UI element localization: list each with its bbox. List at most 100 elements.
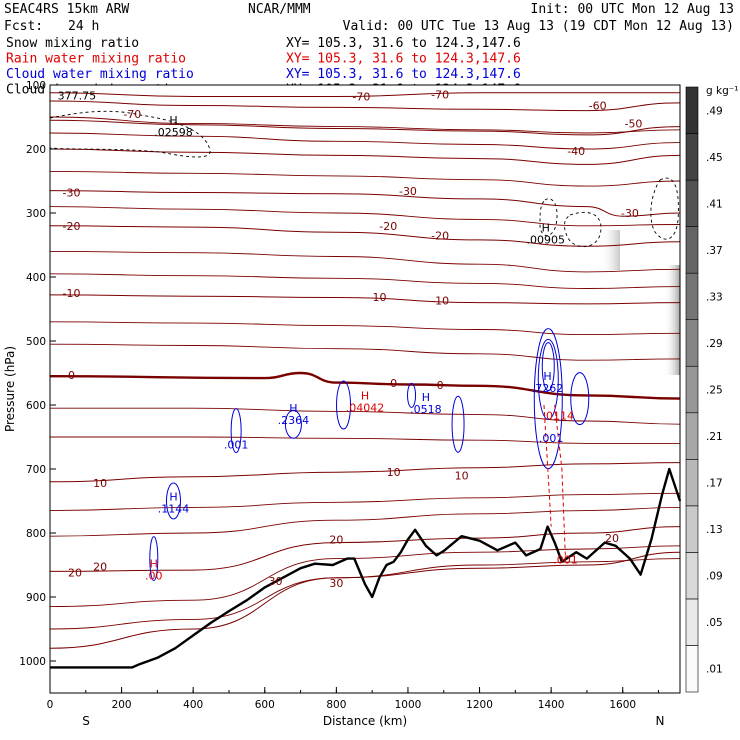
isotherm-label: 10 — [93, 477, 107, 490]
axes: 0 200 400 600 800 1000 1200 1400 160010009008007… — [19, 80, 660, 711]
extremum-value: .04042 — [346, 401, 385, 414]
isotherm-label: -30 — [399, 185, 417, 198]
isotherm-label: -20 — [431, 229, 449, 242]
isotherm-label: -70 — [123, 108, 141, 121]
x-tick-label: 1400 — [538, 699, 565, 711]
field-name: Cloud water mixing ratio — [6, 67, 194, 82]
isotherm-line — [49, 92, 680, 98]
isotherm-label: 30 — [329, 577, 343, 590]
colorbar-tick-label: .21 — [706, 431, 723, 443]
cloud-water-contour — [541, 342, 555, 392]
y-tick-label: 500 — [26, 336, 46, 348]
field-name: Snow mixing ratio — [6, 36, 139, 51]
isotherm-label: -20 — [379, 220, 397, 233]
isotherm-line — [49, 294, 681, 305]
isotherm-line — [49, 462, 681, 483]
isotherm-line — [49, 545, 681, 608]
extremum-value: .001 — [553, 554, 578, 567]
isotherm-line — [49, 148, 681, 165]
fcst-label: Fcst: — [4, 19, 43, 34]
cloud-water-contour — [407, 382, 417, 408]
colorbar-tick-label: .01 — [706, 664, 723, 676]
isotherm-label: 20 — [68, 567, 82, 580]
isotherm-label: 0 — [68, 369, 75, 382]
extremum-marker: H — [289, 402, 297, 415]
x-tick-label: 0 — [47, 699, 54, 711]
terrain-profile — [50, 467, 682, 669]
colorbar-segment — [685, 319, 699, 367]
isotherm-label: 0 — [437, 379, 444, 392]
south-label: S — [82, 714, 90, 728]
cloud-water-contour — [451, 395, 465, 453]
plot-frame — [49, 84, 681, 694]
extremum-marker: H — [361, 389, 369, 402]
colorbar-segment — [685, 365, 699, 414]
extremum-value: .0518 — [410, 403, 442, 416]
colorbar-segment — [685, 226, 699, 274]
isotherm-line — [49, 321, 681, 336]
colorbar-segment — [685, 412, 699, 460]
y-tick-label: 400 — [26, 272, 46, 284]
model-title: SEAC4RS 15km ARW — [4, 2, 129, 17]
isotherm-label: 20 — [605, 532, 619, 545]
isotherm-line — [49, 116, 681, 134]
isotherm-line — [49, 250, 681, 273]
field-xy: XY= 105.3, 31.6 to 124.3,147.6 — [286, 67, 521, 82]
extremum-value: .001 — [224, 438, 249, 451]
isotherm-line — [50, 436, 680, 444]
contour-labels: -70 -70 -70 -60 -50 -40 -30 -30 -30 -20 -20 -20 -10 -… — [58, 89, 643, 590]
isotherm-label: 10 — [455, 469, 469, 482]
isotherm-label: -30 — [62, 187, 80, 200]
snow-contour — [49, 110, 211, 158]
init-time: Init: 00 UTC Mon 12 Aug 13 — [531, 2, 735, 17]
isotherm-line — [49, 273, 681, 289]
colorbar-tick-label: .29 — [706, 338, 723, 350]
rain-water-contour — [543, 404, 552, 527]
isotherm-line — [49, 132, 681, 150]
isotherm-line — [49, 119, 681, 136]
cloud-water-contour — [230, 408, 242, 454]
x-tick-label: 1000 — [395, 699, 422, 711]
colorbar-tick-label: .05 — [706, 617, 723, 629]
isotherm-label: -50 — [624, 117, 642, 130]
header: SEAC4RS 15km ARW NCAR/MMM Init: 00 UTC M… — [4, 2, 734, 98]
x-tick-label: 400 — [183, 699, 203, 711]
isotherm-line — [49, 225, 681, 247]
colorbar-segment — [685, 133, 699, 181]
isotherm-line — [49, 526, 681, 572]
y-tick-label: 200 — [26, 144, 46, 156]
extremum-marker: H — [169, 490, 177, 503]
colorbar-tick-label: .13 — [706, 524, 723, 536]
field-xy: XY= 105.3, 31.6 to 124.3,147.6 — [286, 36, 521, 51]
shade-band — [664, 265, 680, 375]
isotherm-line — [49, 551, 681, 649]
snow-contour — [539, 198, 558, 236]
x-tick-label: 200 — [112, 699, 132, 711]
isotherm-label: 30 — [269, 575, 283, 588]
isotherm-label: -70 — [431, 89, 449, 102]
mixing-ratio-shading — [600, 230, 680, 375]
field-xy: XY= 105.3, 31.6 to 124.3,147.6 — [286, 52, 521, 67]
terrain-line — [50, 467, 682, 669]
isotherm-line — [49, 190, 681, 217]
field-name: Rain water mixing ratio — [6, 52, 186, 67]
isotherm-label: -40 — [567, 145, 585, 158]
colorbar: .01 .05 .09 .13 .17 .21 .25 .29 .33 .37 .41 .45 .49 — [685, 86, 723, 693]
y-tick-label: 900 — [26, 592, 46, 604]
colorbar-segment — [685, 552, 699, 600]
extremum-value: .001 — [539, 432, 564, 445]
extremum-value: .2364 — [278, 414, 310, 427]
y-tick-label: 100 — [26, 80, 46, 92]
rain-water-contour — [554, 404, 566, 559]
north-label: N — [656, 714, 665, 728]
extremum-value: .1144 — [158, 502, 190, 515]
cloud-water-contour — [336, 380, 352, 430]
colorbar-tick-label: .45 — [706, 152, 723, 164]
isotherm-label: -10 — [62, 287, 80, 300]
extremum-value: .0114 — [543, 410, 575, 423]
extremum-value: .7262 — [532, 382, 564, 395]
x-tick-label: 1200 — [466, 699, 493, 711]
extremum-value: .00 — [145, 570, 163, 583]
colorbar-tick-label: .17 — [706, 478, 723, 490]
